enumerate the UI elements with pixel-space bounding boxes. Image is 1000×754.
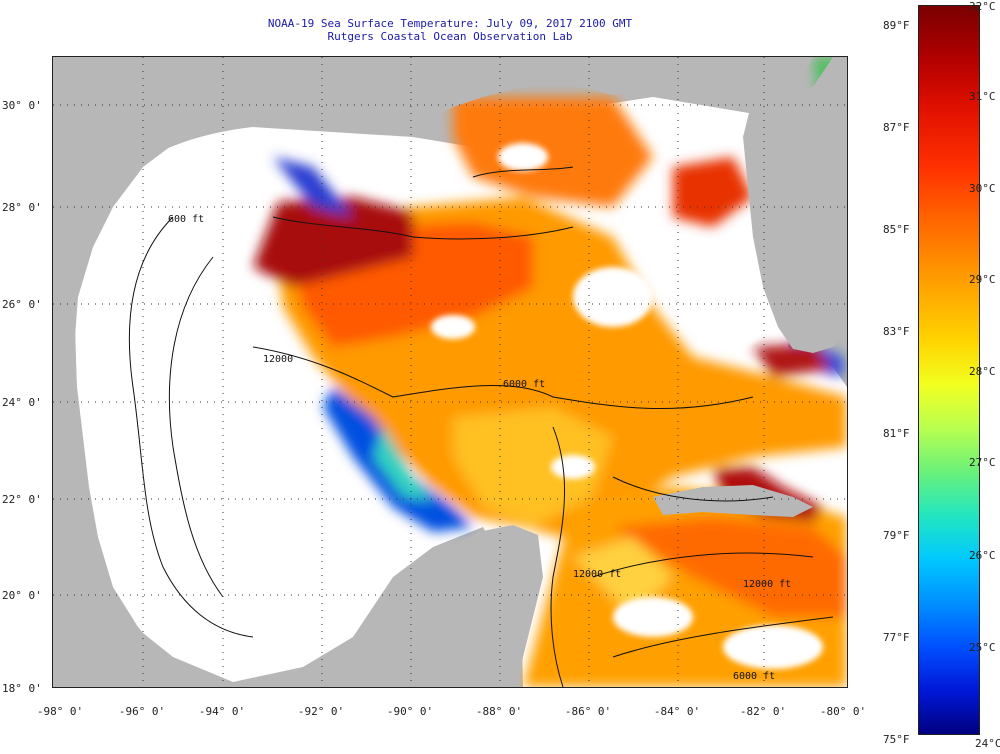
cloud-cover <box>431 143 823 669</box>
colorbar-c-label: 26°C <box>969 549 996 562</box>
colorbar-c-label: 30°C <box>969 182 996 195</box>
lat-label-26: 26° 0' <box>2 298 42 311</box>
contour-label: 600 ft <box>168 214 204 225</box>
lat-label-30: 30° 0' <box>2 99 42 112</box>
sst-map[interactable]: 600 ft 12000 6000 ft 12000 ft 12000 ft 6… <box>52 56 848 688</box>
contour-label: 6000 ft <box>503 379 545 390</box>
contour-label: 12000 ft <box>743 579 791 590</box>
temperature-colorbar <box>918 5 980 735</box>
colorbar-f-label: 83°F <box>883 325 910 338</box>
map-title: NOAA-19 Sea Surface Temperature: July 09… <box>267 17 633 30</box>
lon-label-88: -88° 0' <box>475 705 523 718</box>
lat-label-20: 20° 0' <box>2 589 42 602</box>
colorbar-f-label: 75°F <box>883 733 910 746</box>
lon-label-80: -80° 0' <box>819 705 867 718</box>
florida-peninsula <box>743 57 847 353</box>
lon-label-94: -94° 0' <box>198 705 246 718</box>
lon-label-92: -92° 0' <box>297 705 345 718</box>
lat-label-18: 18° 0' <box>2 682 42 695</box>
colorbar-c-label: 31°C <box>969 90 996 103</box>
contour-label: 12000 ft <box>573 569 621 580</box>
lat-label-22: 22° 0' <box>2 493 42 506</box>
colorbar-f-label: 89°F <box>883 19 910 32</box>
sst-map-canvas: 600 ft 12000 6000 ft 12000 ft 12000 ft 6… <box>53 57 847 687</box>
colorbar-c-label: 32°C <box>969 0 996 13</box>
colorbar-c-label: 25°C <box>969 641 996 654</box>
colorbar-f-label: 87°F <box>883 121 910 134</box>
yucatan-land <box>403 557 523 687</box>
lat-label-24: 24° 0' <box>2 396 42 409</box>
colorbar-f-label: 79°F <box>883 529 910 542</box>
lon-label-84: -84° 0' <box>653 705 701 718</box>
colorbar-f-label: 81°F <box>883 427 910 440</box>
lat-label-28: 28° 0' <box>2 201 42 214</box>
colorbar-f-label: 77°F <box>883 631 910 644</box>
contour-label-group: 600 ft 12000 6000 ft 12000 ft 12000 ft 6… <box>168 214 791 682</box>
lon-label-86: -86° 0' <box>564 705 612 718</box>
graticule <box>53 57 847 687</box>
map-subtitle: Rutgers Coastal Ocean Observation Lab <box>327 30 573 43</box>
lon-label-82: -82° 0' <box>739 705 787 718</box>
bathymetry-contours <box>128 166 834 687</box>
colorbar-f-label: 85°F <box>883 223 910 236</box>
lon-label-90: -90° 0' <box>386 705 434 718</box>
contour-label: 6000 ft <box>733 671 775 682</box>
colorbar-c-label: 29°C <box>969 273 996 286</box>
colorbar-c-label: 24°C <box>975 737 1000 750</box>
texas-mexico-coast <box>53 57 847 687</box>
contour-label: 12000 <box>263 354 293 365</box>
lon-label-96: -96° 0' <box>118 705 166 718</box>
lon-label-98: -98° 0' <box>36 705 84 718</box>
land-masses <box>53 57 847 687</box>
colorbar-c-label: 27°C <box>969 456 996 469</box>
colorbar-c-label: 28°C <box>969 365 996 378</box>
